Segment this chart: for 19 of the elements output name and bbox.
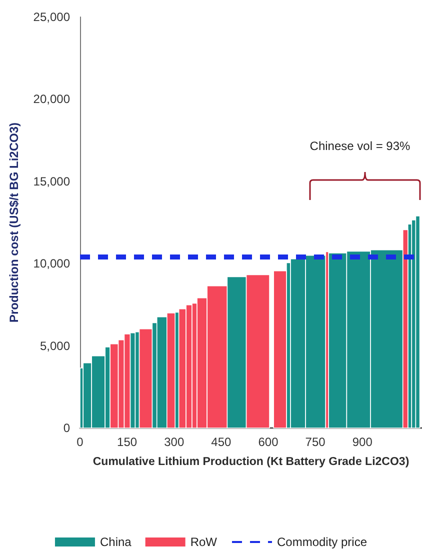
y-tick-label: 0 (63, 421, 70, 435)
legend-label: China (100, 535, 132, 549)
x-tick-label: 450 (211, 435, 232, 449)
y-tick-label: 5,000 (40, 338, 70, 353)
y-tick-label: 10,000 (33, 256, 70, 271)
legend-label: Commodity price (277, 535, 368, 549)
x-tick-label: 0 (76, 435, 84, 449)
x-tick-label: 900 (352, 435, 373, 449)
x-axis-title: Cumulative Lithium Production (Kt Battery Grade Li2CO3) (92, 456, 410, 468)
y-axis-title: Production cost (US$/t BG Li2CO3) (7, 122, 21, 323)
x-tick-label: 300 (164, 435, 184, 449)
y-tick-label: 25,000 (33, 10, 70, 24)
x-tick-label: 750 (305, 435, 326, 449)
annotation: Chinese vol = 93% (310, 139, 411, 153)
x-tick-label: 600 (258, 435, 279, 449)
x-tick-label: 150 (117, 435, 138, 449)
y-tick-label: 20,000 (33, 92, 70, 106)
y-tick-label: 15,000 (33, 174, 70, 188)
legend-label: RoW (190, 535, 218, 549)
